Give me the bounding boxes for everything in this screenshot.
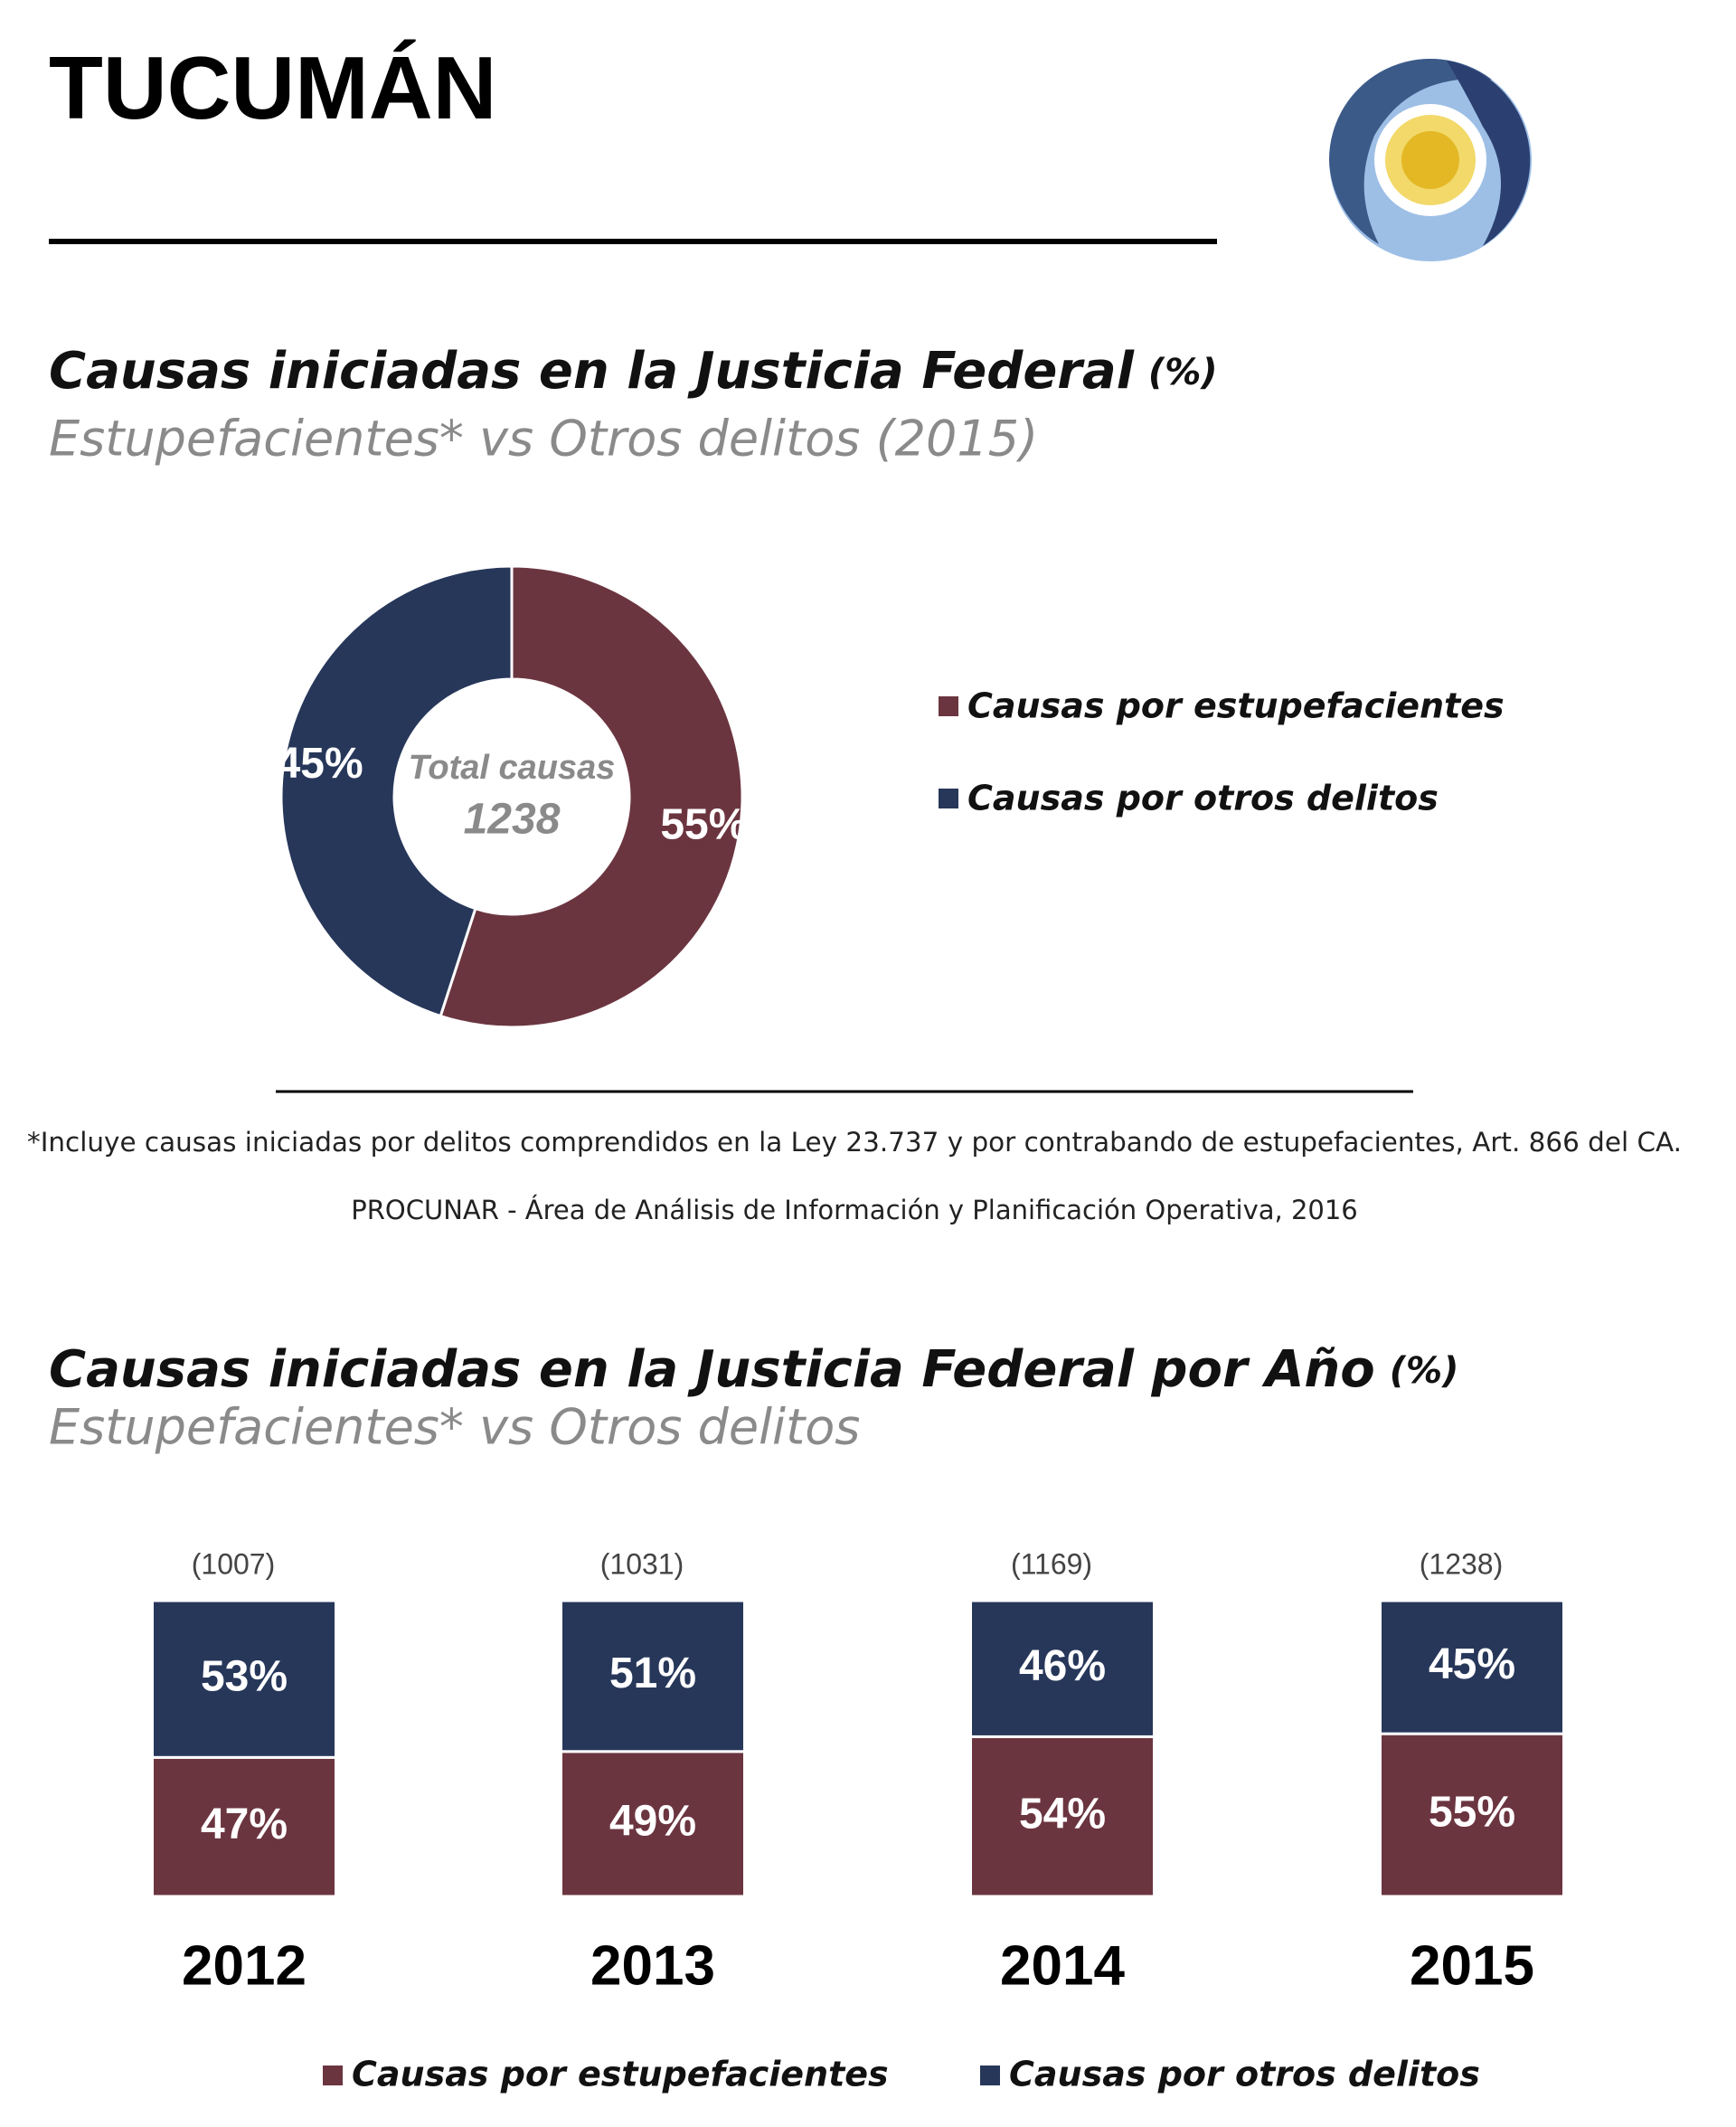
bar-segment (1379, 1732, 1565, 1898)
data-label: 47% (201, 1801, 288, 1848)
data-label: 53% (201, 1652, 288, 1700)
total-label: (1169) (1011, 1547, 1092, 1580)
legend-label: Causas por estupefacientes (967, 686, 1505, 726)
legend-marker (939, 696, 958, 716)
title-text: Causas iniciadas en la Justicia Federal … (49, 1340, 1375, 1399)
logo-sun (1401, 131, 1459, 189)
bar-segment (151, 1755, 337, 1898)
x-tick-label: 2014 (1000, 1934, 1125, 1997)
data-label: 45% (1429, 1640, 1515, 1688)
legend-marker (939, 789, 958, 808)
data-label: 55% (1429, 1789, 1515, 1837)
title-unit: (%) (1390, 1350, 1459, 1392)
chart-subtitle: Estupefacientes* vs Otros delitos (2015) (49, 411, 1038, 468)
logo (1329, 58, 1532, 261)
data-label: 54% (1019, 1790, 1106, 1838)
chart-subtitle: Estupefacientes* vs Otros delitos (49, 1399, 860, 1456)
data-label: 45% (277, 740, 363, 788)
title-unit: (%) (1148, 352, 1218, 393)
page-title: TUCUMÁN (49, 38, 496, 137)
logo-swoosh (1329, 58, 1492, 244)
data-label: 51% (609, 1650, 696, 1697)
legend-label: Causas por otros delitos (1009, 2055, 1480, 2094)
legend-marker (980, 2066, 1000, 2085)
title-text: Causas iniciadas en la Justicia Federal (49, 342, 1135, 401)
data-label: 49% (609, 1798, 696, 1846)
chart-title: Causas iniciadas en la Justicia Federal (… (49, 342, 1218, 401)
bar-segment (151, 1599, 337, 1759)
legend-marker (323, 2066, 343, 2085)
x-tick-label: 2013 (590, 1934, 715, 1997)
total-label: (1007) (192, 1547, 276, 1580)
x-tick-label: 2012 (182, 1934, 307, 1997)
bar-segment (1379, 1599, 1565, 1735)
center-value: 1238 (464, 796, 561, 844)
footnote: *Incluye causas iniciadas por delitos co… (27, 1127, 1682, 1158)
data-label: 55% (660, 800, 747, 848)
source: PROCUNAR - Área de Análisis de Informaci… (351, 1195, 1358, 1225)
bar-segment (969, 1599, 1156, 1738)
donut-segment (279, 564, 514, 1018)
donut-segment (439, 564, 744, 1029)
total-label: (1031) (600, 1547, 684, 1580)
logo-swoosh (1447, 61, 1531, 246)
data-label: 46% (1019, 1642, 1106, 1690)
x-tick-label: 2015 (1410, 1934, 1534, 1997)
center-label: Total causas (409, 749, 616, 787)
total-label: (1238) (1420, 1547, 1504, 1580)
chart-title: Causas iniciadas en la Justicia Federal … (49, 1340, 1458, 1399)
legend-label: Causas por estupefacientes (352, 2055, 889, 2094)
bar-segment (560, 1599, 746, 1754)
legend-label: Causas por otros delitos (967, 779, 1439, 818)
bar-segment (969, 1735, 1156, 1898)
